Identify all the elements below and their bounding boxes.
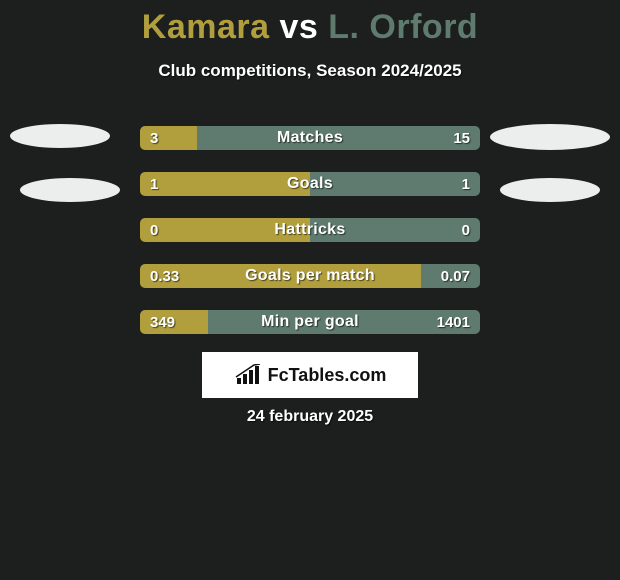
- player-right-name: L. Orford: [328, 8, 478, 46]
- decoration-ellipse: [10, 124, 110, 148]
- decoration-ellipse: [490, 124, 610, 150]
- decoration-ellipse: [20, 178, 120, 202]
- snapshot-date: 24 february 2025: [0, 408, 620, 426]
- brand-chart-icon: [234, 364, 262, 386]
- stat-rows: 315Matches 11Goals 00Hattricks 0.330.07Goal…: [140, 126, 480, 356]
- brand-text: FcTables.com: [268, 365, 387, 386]
- stat-row: 00Hattricks: [140, 218, 480, 242]
- stat-row: 11Goals: [140, 172, 480, 196]
- stat-label: Matches: [140, 126, 480, 150]
- vs-separator: vs: [279, 8, 318, 46]
- player-left-name: Kamara: [142, 8, 270, 46]
- stat-label: Goals per match: [140, 264, 480, 288]
- decoration-ellipse: [500, 178, 600, 202]
- stat-label: Min per goal: [140, 310, 480, 334]
- card-title: Kamara vs L. Orford: [0, 8, 620, 47]
- card-subtitle: Club competitions, Season 2024/2025: [0, 61, 620, 81]
- stat-label: Goals: [140, 172, 480, 196]
- stat-row: 3491401Min per goal: [140, 310, 480, 334]
- stat-row: 0.330.07Goals per match: [140, 264, 480, 288]
- stat-row: 315Matches: [140, 126, 480, 150]
- stat-label: Hattricks: [140, 218, 480, 242]
- comparison-card: Kamara vs L. Orford Club competitions, S…: [0, 0, 620, 580]
- brand-box: FcTables.com: [202, 352, 418, 398]
